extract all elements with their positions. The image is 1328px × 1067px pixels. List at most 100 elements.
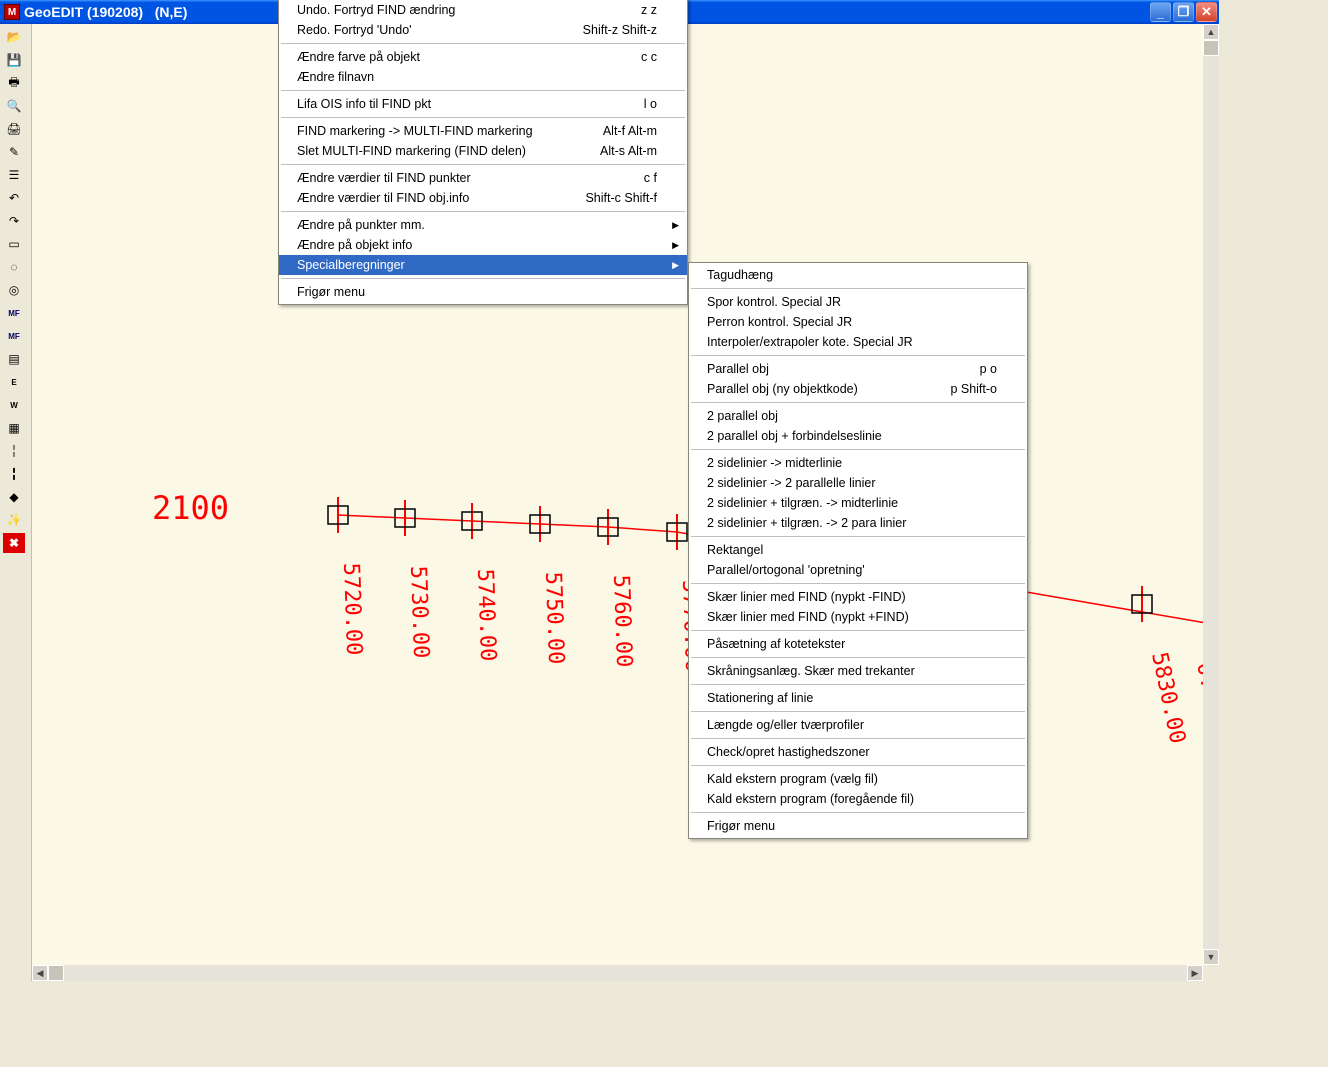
- menu-item-label: Frigør menu: [297, 285, 365, 299]
- tool1-icon[interactable]: ╎: [2, 440, 26, 462]
- close-button[interactable]: ✕: [1196, 2, 1217, 22]
- menu-item[interactable]: Påsætning af kotetekster: [689, 634, 1027, 654]
- menu-item[interactable]: Kald ekstern program (foregående fil): [689, 789, 1027, 809]
- menu-item-shortcut: p o: [940, 362, 997, 376]
- save-icon[interactable]: 💾: [2, 49, 26, 71]
- menu-item-label: Check/opret hastighedszoner: [707, 745, 870, 759]
- menu-item-shortcut: Shift-z Shift-z: [543, 23, 657, 37]
- scroll-v-thumb[interactable]: [1203, 40, 1219, 56]
- menu-item-label: Specialberegninger: [297, 258, 405, 272]
- find-icon[interactable]: 🔍: [2, 95, 26, 117]
- db-icon[interactable]: ▤: [2, 348, 26, 370]
- vertical-scrollbar[interactable]: ▲ ▼: [1203, 24, 1219, 965]
- open-icon[interactable]: 📂: [2, 26, 26, 48]
- menu-item-label: Lifa OIS info til FIND pkt: [297, 97, 431, 111]
- menu-item-label: Redo. Fortryd 'Undo': [297, 23, 412, 37]
- menu-item-label: Længde og/eller tværprofiler: [707, 718, 864, 732]
- scroll-right-button[interactable]: ▶: [1187, 965, 1203, 981]
- redo-icon[interactable]: ↷: [2, 210, 26, 232]
- menu-item[interactable]: Spor kontrol. Special JR: [689, 292, 1027, 312]
- menu-item[interactable]: Rektangel: [689, 540, 1027, 560]
- menu-item[interactable]: Stationering af linie: [689, 688, 1027, 708]
- menu-item[interactable]: 2 sidelinier -> 2 parallelle linier: [689, 473, 1027, 493]
- menu-item-label: FIND markering -> MULTI-FIND markering: [297, 124, 533, 138]
- menu-separator: [691, 711, 1025, 712]
- menu-separator: [691, 812, 1025, 813]
- menu-item-label: Kald ekstern program (vælg fil): [707, 772, 878, 786]
- menu-item[interactable]: Interpoler/extrapoler kote. Special JR: [689, 332, 1027, 352]
- horizontal-scrollbar[interactable]: ◀ ▶: [32, 965, 1203, 981]
- menu-item[interactable]: 2 sidelinier + tilgræn. -> 2 para linier: [689, 513, 1027, 533]
- menu-item[interactable]: Skær linier med FIND (nypkt -FIND): [689, 587, 1027, 607]
- menu-item[interactable]: Frigør menu: [279, 282, 687, 302]
- submenu-specialberegninger: Tagudhæng Spor kontrol. Special JR Perron …: [688, 262, 1028, 839]
- menu-item[interactable]: Perron kontrol. Special JR: [689, 312, 1027, 332]
- menu-item[interactable]: Ændre på punkter mm.▶: [279, 215, 687, 235]
- menu-item-label: 2 parallel obj + forbindelseslinie: [707, 429, 882, 443]
- menu-separator: [281, 90, 685, 91]
- mf1-icon[interactable]: MF: [2, 302, 26, 324]
- menu-item[interactable]: Specialberegninger▶: [279, 255, 687, 275]
- printer-icon[interactable]: 🖨: [2, 118, 26, 140]
- mf2-icon[interactable]: MF: [2, 325, 26, 347]
- menu-separator: [281, 211, 685, 212]
- menu-item[interactable]: Undo. Fortryd FIND ændringz z: [279, 0, 687, 20]
- edit-icon[interactable]: ✎: [2, 141, 26, 163]
- dashed-icon[interactable]: ◌: [2, 256, 26, 278]
- menu-separator: [691, 355, 1025, 356]
- window-buttons: _ ❐ ✕: [1150, 2, 1219, 22]
- menu-item[interactable]: Ændre farve på objektc c: [279, 47, 687, 67]
- target-icon[interactable]: ◎: [2, 279, 26, 301]
- delete-icon[interactable]: ✖: [2, 532, 26, 554]
- menu-item-label: Ændre på punkter mm.: [297, 218, 425, 232]
- menu-item-label: Perron kontrol. Special JR: [707, 315, 852, 329]
- wand-icon[interactable]: ✨: [2, 509, 26, 531]
- print-icon[interactable]: 🖶: [2, 72, 26, 94]
- menu-item[interactable]: Parallel objp o: [689, 359, 1027, 379]
- menu-item[interactable]: Tagudhæng: [689, 265, 1027, 285]
- menu-item[interactable]: Check/opret hastighedszoner: [689, 742, 1027, 762]
- menu-item[interactable]: Skær linier med FIND (nypkt +FIND): [689, 607, 1027, 627]
- menu-item[interactable]: Ændre på objekt info▶: [279, 235, 687, 255]
- svg-text:5730.00: 5730.00: [405, 565, 433, 659]
- menu-item[interactable]: 2 sidelinier + tilgræn. -> midterlinie: [689, 493, 1027, 513]
- menu-item[interactable]: Ændre værdier til FIND punkterc f: [279, 168, 687, 188]
- wms-icon[interactable]: W: [2, 394, 26, 416]
- scroll-up-button[interactable]: ▲: [1203, 24, 1219, 40]
- menu-item[interactable]: Slet MULTI-FIND markering (FIND delen)Al…: [279, 141, 687, 161]
- menu-item[interactable]: Redo. Fortryd 'Undo' Shift-z Shift-z: [279, 20, 687, 40]
- list-icon[interactable]: ☰: [2, 164, 26, 186]
- select-icon[interactable]: ▭: [2, 233, 26, 255]
- menu-item-label: Skråningsanlæg. Skær med trekanter: [707, 664, 915, 678]
- context-menu-main: Undo. Fortryd FIND ændringz zRedo. Fortr…: [278, 0, 688, 305]
- menu-item[interactable]: Skråningsanlæg. Skær med trekanter: [689, 661, 1027, 681]
- maximize-button[interactable]: ❐: [1173, 2, 1194, 22]
- menu-item[interactable]: Ændre værdier til FIND obj.infoShift-c S…: [279, 188, 687, 208]
- menu-item[interactable]: 2 sidelinier -> midterlinie: [689, 453, 1027, 473]
- scroll-h-thumb[interactable]: [48, 965, 64, 981]
- menu-item[interactable]: Frigør menu: [689, 816, 1027, 836]
- scroll-v-track[interactable]: [1203, 40, 1219, 949]
- ecw-icon[interactable]: E: [2, 371, 26, 393]
- svg-text:5760.00: 5760.00: [608, 574, 636, 668]
- grid-icon[interactable]: ▦: [2, 417, 26, 439]
- undo-icon[interactable]: ↶: [2, 187, 26, 209]
- svg-text:5830.00: 5830.00: [1146, 650, 1190, 746]
- tool2-icon[interactable]: ╏: [2, 463, 26, 485]
- menu-item[interactable]: Parallel/ortogonal 'opretning': [689, 560, 1027, 580]
- measure-icon[interactable]: ◆: [2, 486, 26, 508]
- left-toolbar: 📂💾🖶🔍🖨✎☰↶↷▭◌◎MFMF▤EW▦╎╏◆✨✖: [0, 24, 32, 981]
- menu-item-label: Slet MULTI-FIND markering (FIND delen): [297, 144, 526, 158]
- scroll-h-track[interactable]: [48, 965, 1187, 981]
- menu-item[interactable]: Lifa OIS info til FIND pktl o: [279, 94, 687, 114]
- menu-item[interactable]: Længde og/eller tværprofiler: [689, 715, 1027, 735]
- scroll-down-button[interactable]: ▼: [1203, 949, 1219, 965]
- menu-item[interactable]: FIND markering -> MULTI-FIND markeringAl…: [279, 121, 687, 141]
- menu-item[interactable]: Kald ekstern program (vælg fil): [689, 769, 1027, 789]
- menu-item[interactable]: Parallel obj (ny objektkode)p Shift-o: [689, 379, 1027, 399]
- scroll-left-button[interactable]: ◀: [32, 965, 48, 981]
- menu-item[interactable]: Ændre filnavn: [279, 67, 687, 87]
- menu-item[interactable]: 2 parallel obj + forbindelseslinie: [689, 426, 1027, 446]
- minimize-button[interactable]: _: [1150, 2, 1171, 22]
- menu-item[interactable]: 2 parallel obj: [689, 406, 1027, 426]
